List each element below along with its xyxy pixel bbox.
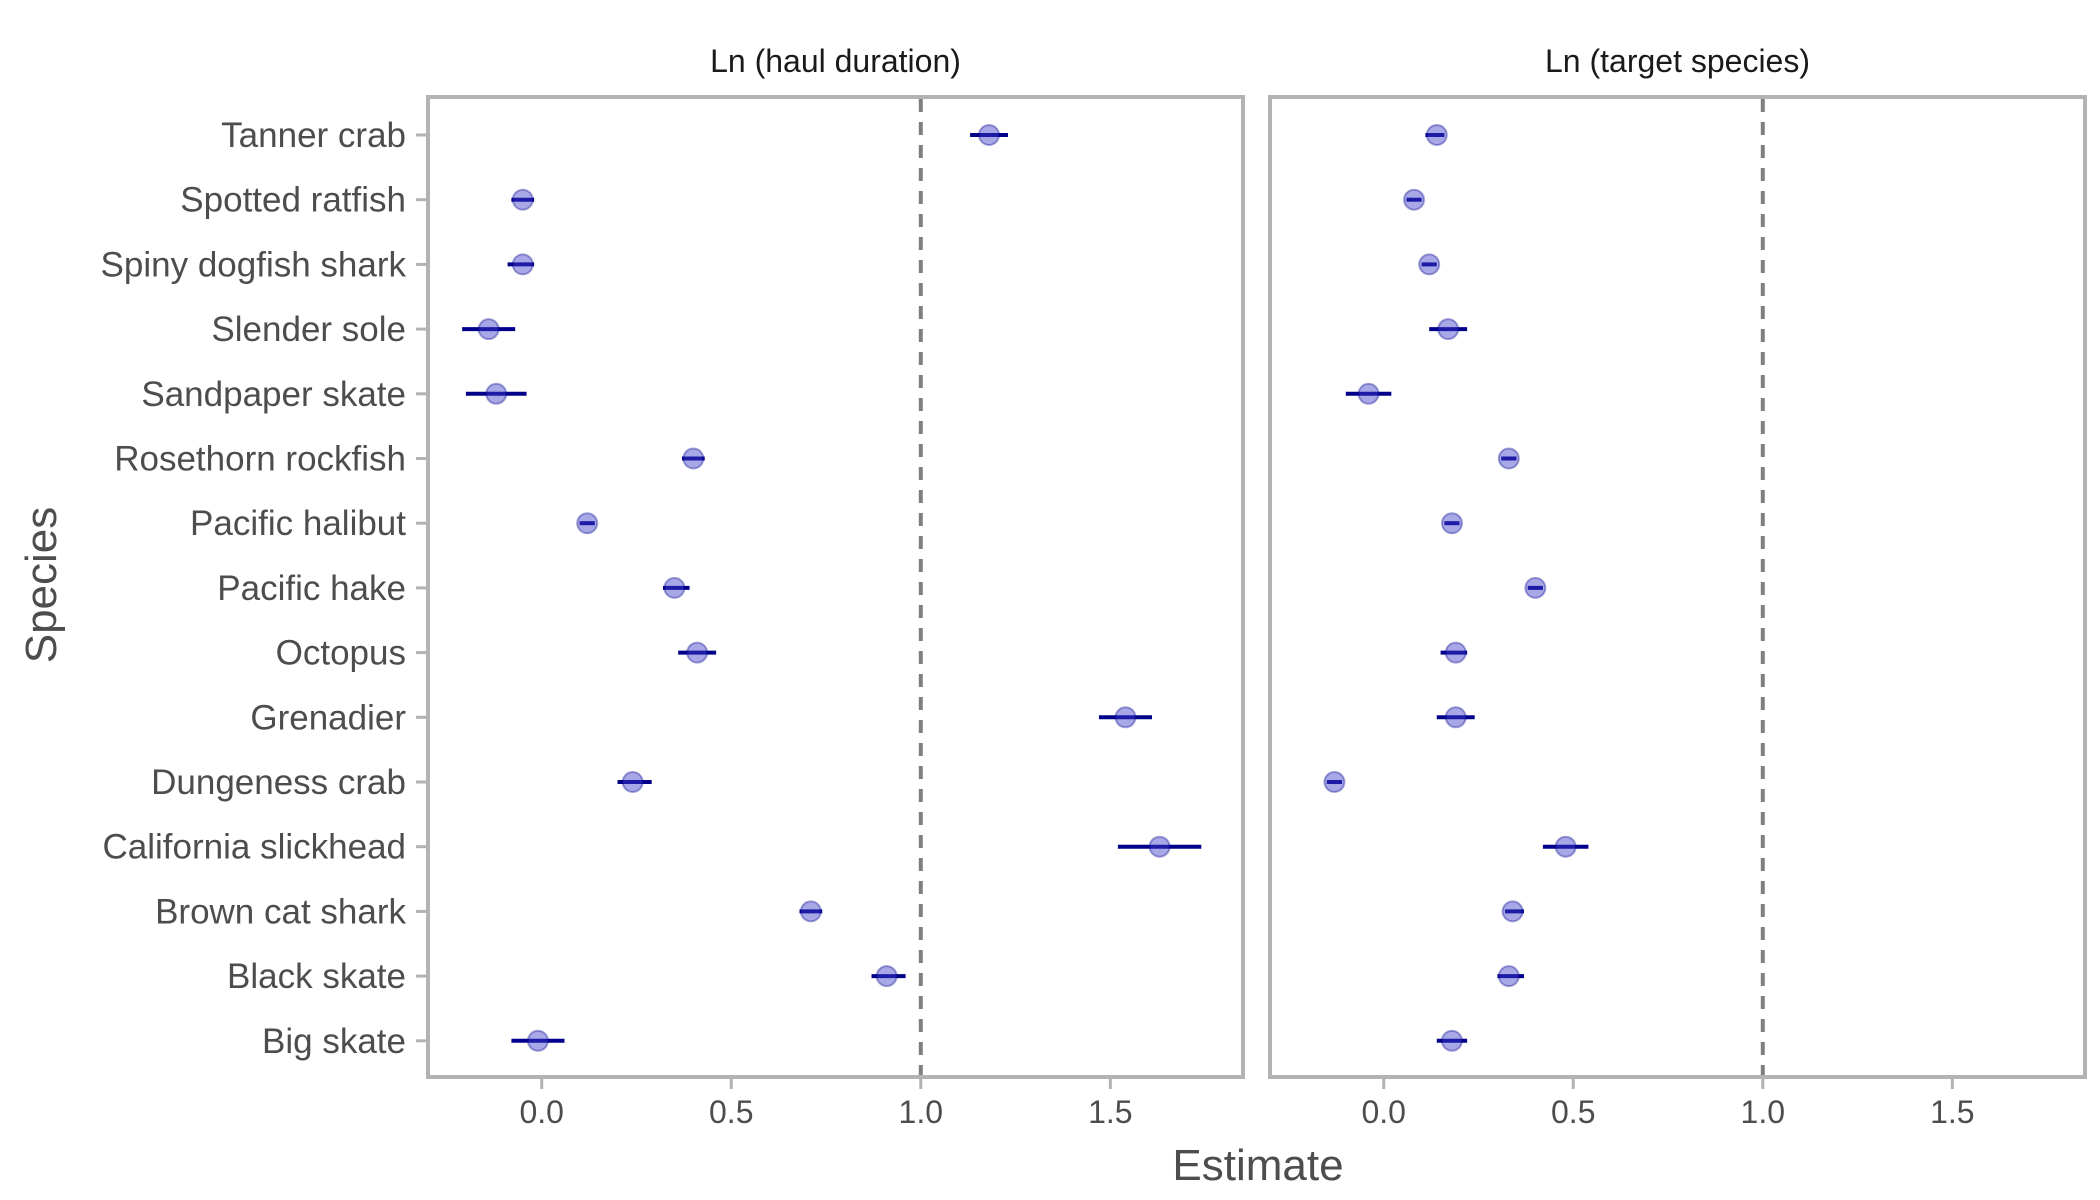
estimate-point [686,641,709,664]
estimate-point [663,576,686,599]
estimate-point [511,253,534,276]
estimate-point [485,382,508,405]
estimate-point [477,318,500,341]
estimate-point [978,124,1001,146]
y-tick-label: Rosethorn rockfish [114,440,406,479]
y-tick-label: Grenadier [250,698,406,737]
x-tick-label: 0.5 [1551,1094,1595,1130]
y-tick-label: California slickhead [103,828,406,867]
estimate-point [1554,835,1577,858]
estimate-point [1501,900,1524,923]
estimate-point [682,447,705,470]
estimate-point [1444,706,1467,729]
estimate-point [1114,706,1137,729]
y-tick-label: Tanner crab [221,116,406,155]
x-tick-label: 0.5 [709,1094,753,1130]
panel-2: Ln (target species) 0.0 0.5 1.0 1.5 [1268,43,2087,1130]
panel-1: Ln (haul duration) 0.0 0.5 1.0 1.5 [426,43,1245,1130]
y-tick-label: Brown cat shark [155,892,406,931]
estimate-point [1524,576,1547,599]
estimate-point [576,512,599,535]
y-axis: Tanner crab Spotted ratfish Spiny dogfish … [101,116,428,1061]
x-tick-label: 1.5 [1088,1094,1132,1130]
estimate-point [621,771,644,793]
estimate-point [1418,253,1441,276]
estimate-point [1497,447,1520,470]
estimate-point [1437,318,1460,341]
y-tick-label: Spotted ratfish [180,181,406,220]
panel-frame [426,95,1245,1079]
y-tick-label: Black skate [227,957,406,996]
x-tick-label: 0.0 [519,1094,563,1130]
x-axis-title: Estimate [1172,1141,1343,1190]
estimate-point [1357,382,1380,405]
y-tick-label: Dungeness crab [151,763,406,802]
estimate-point [1444,641,1467,664]
y-tick-label: Sandpaper skate [141,375,406,414]
panel-title: Ln (target species) [1545,43,1810,79]
estimate-point [799,900,822,923]
estimate-point [526,1029,549,1052]
y-tick-label: Big skate [262,1022,406,1061]
estimate-point [1440,512,1463,535]
estimate-point [1148,835,1171,858]
y-tick-label: Slender sole [211,310,406,349]
estimate-point [1497,965,1520,988]
estimate-point [1440,1029,1463,1052]
x-tick-label: 1.0 [899,1094,943,1130]
y-tick-label: Pacific hake [217,569,406,608]
estimate-point [1403,188,1426,211]
y-axis-title: Species [17,507,66,664]
estimate-point [1323,771,1346,793]
x-tick-label: 1.0 [1741,1094,1785,1130]
y-tick-label: Octopus [276,634,406,673]
estimate-point [1425,124,1448,146]
panels: Tanner crab Spotted ratfish Spiny dogfish … [101,43,2087,1130]
estimate-point [511,188,534,211]
panel-frame [1268,95,2087,1079]
panel-title: Ln (haul duration) [710,43,961,79]
y-tick-label: Pacific halibut [190,504,406,543]
y-tick-label: Spiny dogfish shark [101,245,407,284]
x-tick-label: 1.5 [1930,1094,1974,1130]
x-tick-label: 0.0 [1361,1094,1405,1130]
estimate-point [875,965,898,988]
